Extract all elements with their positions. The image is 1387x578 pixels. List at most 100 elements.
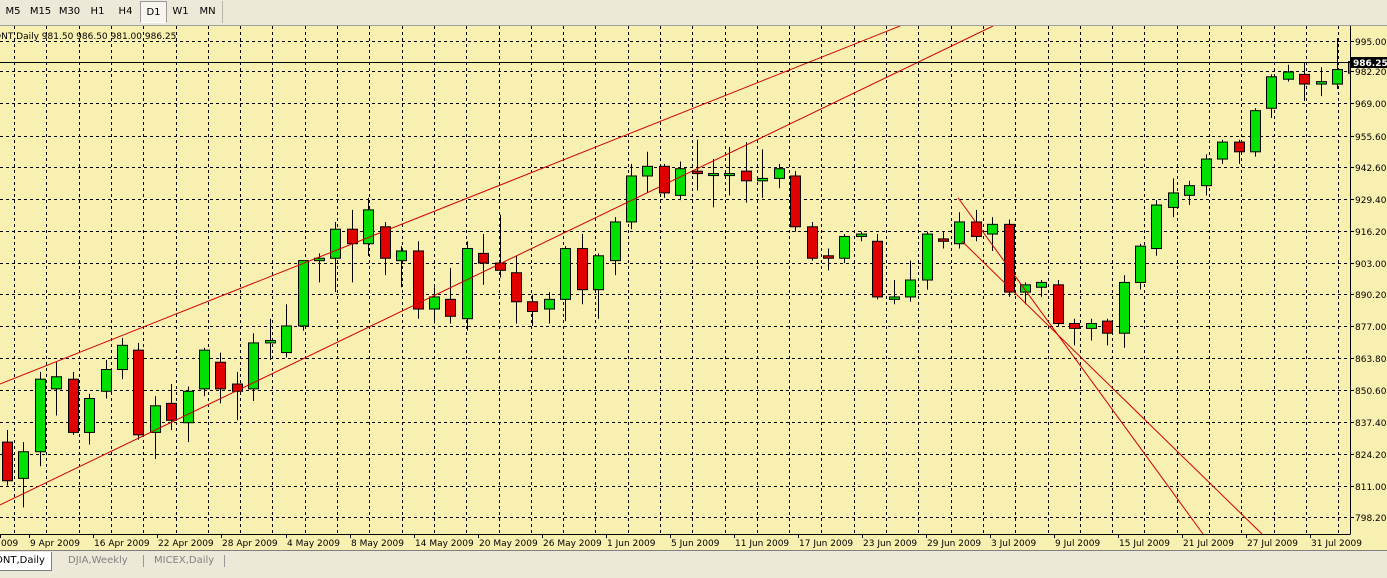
candle-bearish[interactable]: [527, 301, 538, 312]
candle-bullish[interactable]: [330, 228, 341, 259]
candle-bullish[interactable]: [1283, 71, 1294, 80]
candle-bearish[interactable]: [215, 361, 226, 390]
candle-bullish[interactable]: [462, 248, 473, 320]
timeframe-button-m15[interactable]: M15: [29, 6, 52, 17]
tab-separator: [224, 555, 225, 567]
candle-bearish[interactable]: [1004, 223, 1015, 293]
candle-bullish[interactable]: [1151, 204, 1162, 250]
candle-bullish[interactable]: [265, 339, 276, 344]
candle-bearish[interactable]: [347, 228, 358, 245]
candle-bearish[interactable]: [166, 402, 177, 421]
candle-bullish[interactable]: [544, 298, 555, 310]
candle-bullish[interactable]: [281, 325, 292, 354]
time-tick-label: 4 May 2009: [287, 539, 340, 549]
candle-bullish[interactable]: [1020, 284, 1031, 293]
candle-bullish[interactable]: [626, 175, 637, 223]
candle-bullish[interactable]: [1168, 192, 1179, 208]
trend-line[interactable]: [957, 197, 1204, 535]
candle-bullish[interactable]: [708, 173, 719, 177]
candle-bearish[interactable]: [807, 226, 818, 259]
candle-bullish[interactable]: [954, 221, 965, 245]
candle-bullish[interactable]: [1086, 323, 1097, 329]
candle-bearish[interactable]: [872, 240, 883, 298]
candle-bearish[interactable]: [577, 248, 588, 291]
candle-bullish[interactable]: [1217, 141, 1228, 160]
timeframe-button-m30[interactable]: M30: [58, 6, 81, 17]
candle-bullish[interactable]: [363, 209, 374, 245]
candle-bullish[interactable]: [593, 255, 604, 291]
candle-bearish[interactable]: [823, 255, 834, 259]
candle-bearish[interactable]: [1069, 323, 1080, 329]
time-tick-label: 3 Jul 2009: [991, 539, 1036, 549]
candle-bearish[interactable]: [413, 250, 424, 310]
candle-bullish[interactable]: [396, 250, 407, 262]
trend-line[interactable]: [961, 240, 1263, 535]
candle-bearish[interactable]: [1053, 284, 1064, 325]
timeframe-button-d1[interactable]: D1: [140, 1, 167, 23]
candle-bearish[interactable]: [659, 165, 670, 194]
candle-bullish[interactable]: [839, 235, 850, 259]
candle-bearish[interactable]: [68, 378, 79, 433]
candle-bearish[interactable]: [478, 252, 489, 264]
candle-bullish[interactable]: [429, 296, 440, 310]
candle-bullish[interactable]: [183, 390, 194, 424]
timeframe-button-h4[interactable]: H4: [118, 6, 133, 17]
timeframe-button-mn[interactable]: MN: [199, 6, 216, 17]
candle-bullish[interactable]: [199, 349, 210, 390]
candle-bullish[interactable]: [1184, 185, 1195, 196]
candle-bearish[interactable]: [380, 226, 391, 259]
price-chart[interactable]: 995.00 982.20 969.00 955.60 942.60 929.40 916.…: [0, 26, 1387, 550]
candle-bearish[interactable]: [741, 170, 752, 182]
candle-bullish[interactable]: [757, 177, 768, 182]
candle-bearish[interactable]: [511, 272, 522, 303]
trend-line[interactable]: [0, 26, 994, 506]
candle-bearish[interactable]: [445, 298, 456, 317]
candle-bearish[interactable]: [971, 221, 982, 237]
candle-bullish[interactable]: [84, 398, 95, 433]
candle-bearish[interactable]: [1102, 320, 1113, 334]
timeframe-button-w1[interactable]: W1: [172, 6, 189, 17]
candle-bearish[interactable]: [1299, 73, 1310, 85]
candle-bullish[interactable]: [1332, 69, 1343, 85]
candle-bullish[interactable]: [889, 296, 900, 300]
candle-bullish[interactable]: [150, 405, 161, 433]
candle-bearish[interactable]: [692, 170, 703, 175]
candle-bullish[interactable]: [117, 344, 128, 371]
candle-bearish[interactable]: [133, 349, 144, 436]
candle-bullish[interactable]: [101, 369, 112, 392]
candle-bullish[interactable]: [1250, 110, 1261, 153]
candle-bullish[interactable]: [1119, 281, 1130, 334]
chart-tab-ont-daily[interactable]: ONT,Daily: [0, 552, 52, 571]
candle-bullish[interactable]: [1135, 245, 1146, 283]
chart-tab-djia-weekly[interactable]: DJIA,Weekly: [68, 555, 128, 566]
candle-bullish[interactable]: [1201, 158, 1212, 187]
candle-bearish[interactable]: [1234, 141, 1245, 153]
chart-tab-micex-daily[interactable]: MICEX,Daily: [154, 555, 215, 566]
candle-bullish[interactable]: [1266, 76, 1277, 109]
candle-bearish[interactable]: [2, 441, 13, 482]
candle-bullish[interactable]: [1316, 81, 1327, 85]
timeframe-button-m5[interactable]: M5: [5, 6, 21, 17]
candlestick-chart-svg[interactable]: 995.00 982.20 969.00 955.60 942.60 929.40 916.…: [0, 26, 1387, 550]
candle-bearish[interactable]: [938, 238, 949, 242]
candle-bullish[interactable]: [642, 165, 653, 177]
candle-bullish[interactable]: [560, 248, 571, 300]
candle-bullish[interactable]: [774, 168, 785, 179]
candle-bullish[interactable]: [922, 233, 933, 281]
candle-bullish[interactable]: [18, 451, 29, 479]
candle-bullish[interactable]: [35, 378, 46, 453]
candle-bullish[interactable]: [724, 173, 735, 177]
candle-bearish[interactable]: [495, 262, 506, 271]
candle-bullish[interactable]: [248, 342, 259, 390]
candle-bullish[interactable]: [51, 376, 62, 390]
candle-bearish[interactable]: [790, 175, 801, 228]
candle-bullish[interactable]: [675, 168, 686, 196]
candle-bullish[interactable]: [1036, 281, 1047, 288]
timeframe-button-h1[interactable]: H1: [90, 6, 105, 17]
candle-bullish[interactable]: [987, 223, 998, 235]
candle-bullish[interactable]: [610, 221, 621, 262]
trend-line[interactable]: [0, 26, 901, 385]
candle-bullish[interactable]: [298, 260, 309, 327]
candle-bullish[interactable]: [905, 279, 916, 298]
candle-bullish[interactable]: [856, 233, 867, 237]
